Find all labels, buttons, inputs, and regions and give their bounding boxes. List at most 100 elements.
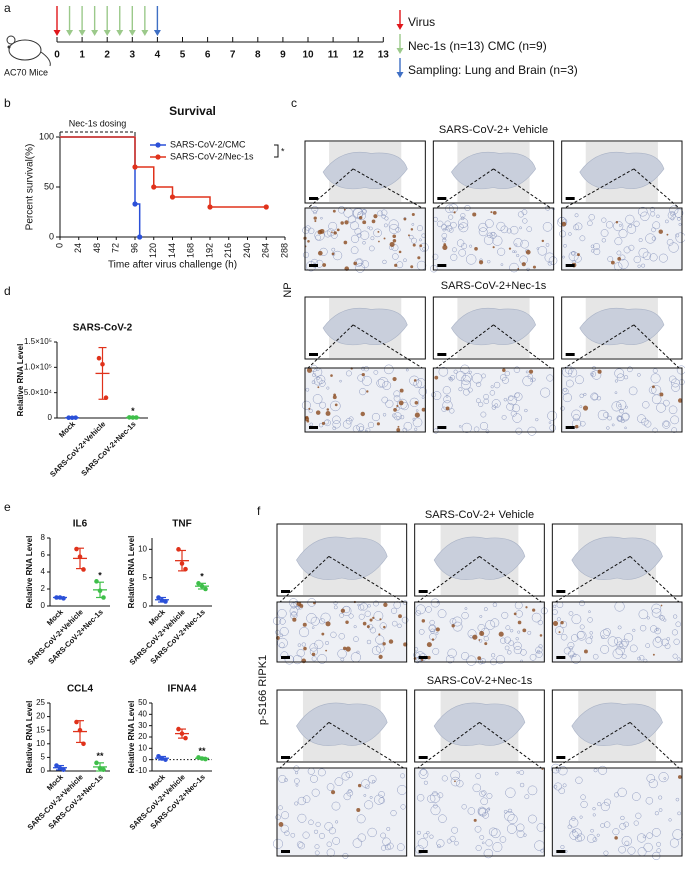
tissue-texture bbox=[652, 827, 661, 837]
tissue-texture bbox=[338, 633, 345, 640]
tissue-texture bbox=[571, 251, 576, 256]
arrow-head bbox=[128, 30, 136, 36]
tissue-texture bbox=[617, 415, 624, 422]
tissue-texture bbox=[523, 833, 527, 837]
tissue-texture bbox=[614, 391, 618, 395]
tissue-texture bbox=[458, 425, 462, 428]
tissue-texture bbox=[380, 845, 387, 851]
tissue-texture bbox=[669, 838, 680, 848]
tissue-texture bbox=[479, 834, 485, 840]
tissue-texture bbox=[391, 620, 398, 627]
tissue-texture bbox=[516, 253, 520, 258]
tissue-texture bbox=[451, 826, 459, 834]
stain-spot bbox=[372, 616, 375, 619]
tissue-texture bbox=[316, 375, 326, 384]
stain-spot bbox=[343, 208, 346, 211]
zoom-frame bbox=[551, 767, 683, 857]
tissue-texture bbox=[310, 774, 318, 783]
tissue-texture bbox=[491, 653, 496, 658]
tissue-texture bbox=[643, 842, 653, 853]
tissue-texture bbox=[579, 815, 583, 819]
tissue-texture bbox=[462, 372, 473, 383]
tissue-texture bbox=[618, 845, 626, 854]
tissue-texture bbox=[443, 237, 446, 241]
tissue-texture bbox=[385, 399, 394, 408]
tissue-texture bbox=[589, 631, 593, 635]
zoom-frame bbox=[432, 207, 555, 271]
tissue-texture bbox=[544, 252, 555, 263]
tissue-texture bbox=[568, 232, 572, 236]
tissue-texture bbox=[666, 637, 670, 641]
tissue-texture bbox=[633, 255, 641, 264]
tissue-texture bbox=[507, 813, 518, 825]
tissue-texture bbox=[656, 402, 667, 413]
y-tick-label: 20 bbox=[36, 712, 45, 721]
tissue-texture bbox=[519, 770, 525, 775]
x-tick-label: 264 bbox=[261, 243, 271, 258]
data-point bbox=[74, 546, 79, 552]
x-tick-label: SARS-CoV-2+Vehicle bbox=[48, 419, 107, 478]
tissue-texture bbox=[475, 844, 482, 852]
stain-spot bbox=[383, 237, 386, 240]
tissue-texture bbox=[467, 629, 477, 639]
tissue-texture bbox=[579, 600, 585, 607]
stain-spot bbox=[332, 395, 337, 400]
tissue-texture bbox=[426, 831, 430, 835]
significance: ** bbox=[96, 751, 104, 761]
tissue-texture bbox=[667, 211, 676, 220]
tissue-texture bbox=[619, 640, 628, 650]
tissue-texture bbox=[654, 636, 662, 643]
tissue-texture bbox=[403, 258, 407, 263]
tissue-texture bbox=[624, 426, 627, 430]
tissue-texture bbox=[442, 238, 447, 243]
survival-point bbox=[151, 184, 157, 190]
scale-bar bbox=[556, 850, 566, 853]
tissue-texture bbox=[302, 831, 310, 839]
tissue-texture bbox=[645, 797, 654, 805]
tissue-texture bbox=[315, 821, 321, 827]
tissue-texture bbox=[436, 220, 444, 228]
tissue-texture bbox=[309, 643, 318, 652]
stain-spot bbox=[361, 373, 365, 377]
tissue-texture bbox=[483, 848, 494, 859]
error-bar bbox=[98, 346, 107, 400]
tissue-texture bbox=[632, 792, 641, 801]
tissue-texture bbox=[386, 826, 391, 831]
stain-spot bbox=[307, 239, 310, 243]
tissue-texture bbox=[661, 638, 669, 647]
x-tick-label: 96 bbox=[129, 243, 139, 253]
tissue-texture bbox=[642, 835, 646, 839]
stain-spot bbox=[434, 375, 439, 380]
tissue-texture bbox=[649, 253, 658, 262]
tissue-texture bbox=[590, 371, 597, 377]
tissue-texture bbox=[467, 387, 473, 393]
tissue-texture bbox=[616, 415, 622, 421]
stain-spot bbox=[610, 260, 615, 265]
tissue-texture bbox=[429, 834, 434, 839]
error-bar bbox=[178, 549, 186, 572]
tissue-texture bbox=[678, 222, 682, 226]
tissue-texture bbox=[453, 369, 458, 374]
tissue-texture bbox=[621, 653, 627, 659]
stain-label: NP bbox=[282, 282, 294, 297]
tissue-texture bbox=[531, 612, 542, 623]
tissue-texture bbox=[423, 833, 429, 839]
tissue-texture bbox=[388, 223, 399, 234]
tissue-texture bbox=[324, 230, 332, 238]
tissue-texture bbox=[563, 647, 571, 655]
tissue-texture bbox=[658, 614, 664, 620]
y-axis-label: Relative RNA Level bbox=[127, 701, 136, 774]
tissue-texture bbox=[486, 793, 493, 799]
tissue-texture bbox=[521, 209, 528, 215]
tissue-texture bbox=[677, 657, 681, 661]
tissue-texture bbox=[326, 783, 335, 791]
tissue-texture bbox=[467, 807, 476, 815]
y-tick-label: 0 bbox=[41, 601, 46, 610]
tissue-texture bbox=[430, 598, 440, 608]
tissue-texture bbox=[658, 808, 663, 812]
tissue-texture bbox=[658, 795, 663, 800]
stain-spot bbox=[532, 265, 536, 269]
tissue-texture bbox=[309, 422, 314, 427]
tissue-texture bbox=[663, 777, 667, 780]
stain-spot bbox=[539, 634, 543, 637]
